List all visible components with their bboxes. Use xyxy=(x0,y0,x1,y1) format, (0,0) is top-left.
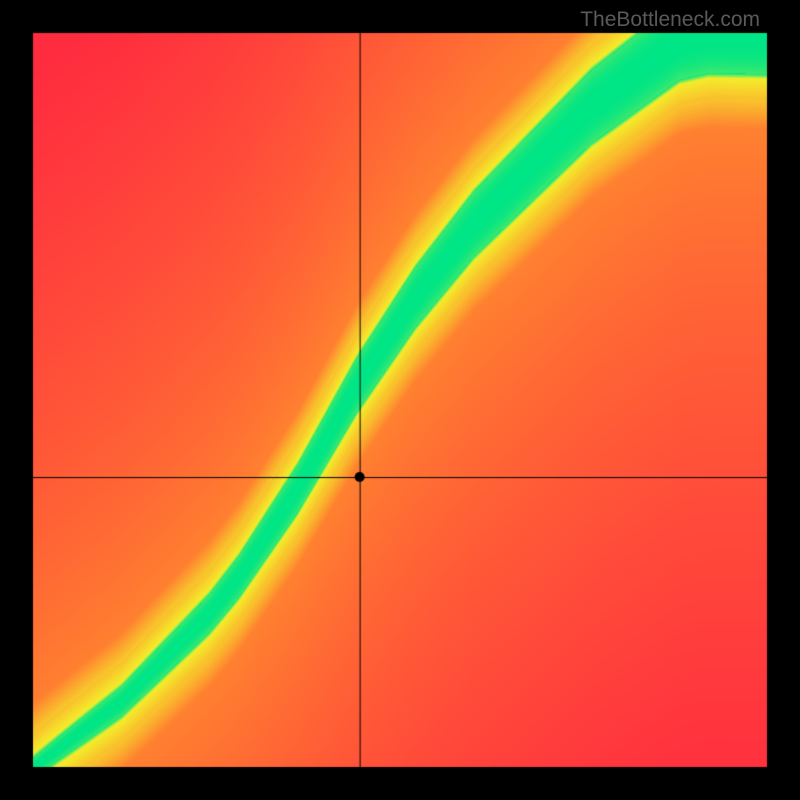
watermark-text: TheBottleneck.com xyxy=(580,8,760,32)
chart-container: TheBottleneck.com xyxy=(0,0,800,800)
bottleneck-heatmap xyxy=(0,0,800,800)
